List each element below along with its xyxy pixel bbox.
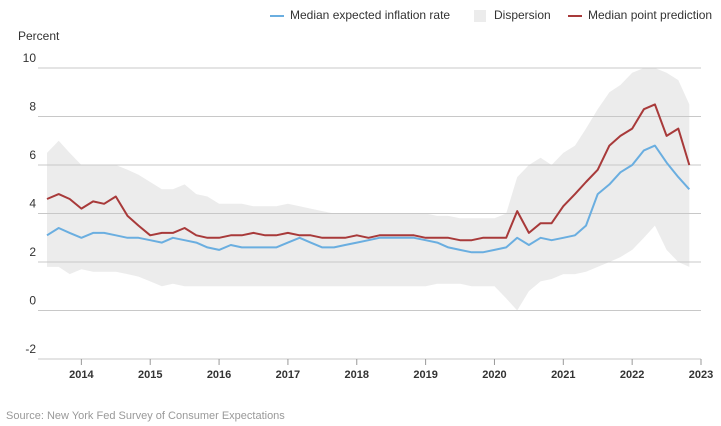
legend-label: Median expected inflation rate	[290, 8, 450, 22]
legend-label: Median point prediction	[588, 8, 712, 22]
legend-swatch	[474, 10, 486, 22]
y-tick-label: 6	[29, 148, 36, 162]
legend-label: Dispersion	[494, 8, 551, 22]
x-tick-label: 2023	[689, 369, 713, 381]
y-tick-label: 10	[23, 51, 37, 65]
x-tick-label: 2017	[276, 369, 300, 381]
series-line	[46, 144, 691, 254]
y-axis-label: Percent	[18, 29, 60, 43]
x-tick-label: 2018	[345, 369, 369, 381]
x-tick-label: 2014	[69, 369, 94, 381]
y-tick-label: 8	[29, 100, 36, 114]
x-tick-label: 2019	[413, 369, 437, 381]
series-line	[46, 103, 691, 242]
dispersion-area	[47, 68, 690, 311]
y-tick-label: -2	[25, 342, 36, 356]
x-tick-label: 2015	[138, 369, 162, 381]
y-tick-label: 0	[29, 294, 36, 308]
source: Source: New York Fed Survey of Consumer …	[6, 410, 285, 422]
y-tick-label: 2	[29, 245, 36, 259]
x-tick-label: 2016	[207, 369, 231, 381]
y-tick-label: 4	[29, 197, 36, 211]
x-tick-label: 2022	[620, 369, 644, 381]
x-tick-label: 2020	[482, 369, 506, 381]
x-tick-label: 2021	[551, 369, 575, 381]
